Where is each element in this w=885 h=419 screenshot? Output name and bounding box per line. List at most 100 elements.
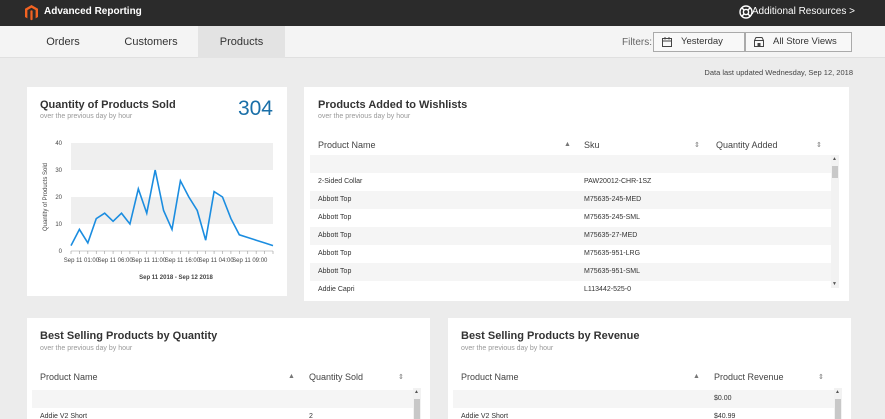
brand-title: Advanced Reporting: [44, 6, 142, 17]
product-name-cell: Abbott Top: [318, 268, 352, 275]
tab-orders[interactable]: Orders: [46, 36, 80, 48]
grid-band: [71, 197, 273, 224]
sku-cell: M75635-245-MED: [584, 196, 642, 203]
store-view-filter-label: All Store Views: [773, 36, 837, 47]
top-bar: Advanced Reporting Additional Resources …: [0, 0, 885, 26]
quantity-cell: 2: [309, 413, 313, 419]
best-qty-scrollbar[interactable]: ▲: [413, 388, 421, 419]
table-row[interactable]: [32, 390, 413, 408]
best-rev-title: Best Selling Products by Revenue: [461, 330, 640, 342]
product-name-cell: Addie V2 Short: [461, 413, 509, 419]
sort-both-icon[interactable]: ⇕: [694, 142, 700, 149]
date-filter-button[interactable]: Yesterday: [653, 32, 745, 52]
additional-resources-link[interactable]: Additional Resources >: [751, 6, 855, 17]
scroll-up-icon[interactable]: ▲: [832, 156, 837, 162]
x-tick-label: Sep 11 16:00: [165, 258, 201, 264]
scrollbar-thumb[interactable]: [414, 399, 420, 419]
report-tab-bar: Orders Customers Products Filters: Yeste…: [0, 26, 885, 58]
sku-cell: M75635-245-SML: [584, 214, 641, 221]
scrollbar-thumb[interactable]: [835, 399, 841, 419]
y-tick-label: 0: [59, 249, 63, 255]
product-name-cell: Addie V2 Short: [40, 413, 88, 419]
sku-cell: M75635-27-MED: [584, 232, 638, 239]
scroll-up-icon[interactable]: ▲: [835, 389, 840, 395]
sort-asc-icon[interactable]: ▲: [288, 373, 295, 380]
magento-logo-icon: [25, 5, 38, 21]
table-row[interactable]: Abbott Top M75635-951-SML: [310, 263, 831, 281]
table-row[interactable]: Addie V2 Short $40.99: [453, 408, 834, 419]
store-view-filter-button[interactable]: All Store Views: [745, 32, 852, 52]
sku-cell: L113442-525-0: [584, 286, 631, 293]
sku-cell: PAW20012-CHR-1SZ: [584, 178, 652, 185]
sort-both-icon[interactable]: ⇕: [818, 374, 824, 381]
tab-customers[interactable]: Customers: [124, 36, 178, 48]
sort-both-icon[interactable]: ⇕: [398, 374, 404, 381]
table-row[interactable]: Addie V2 Short 2: [32, 408, 413, 419]
revenue-cell: $40.99: [714, 413, 736, 419]
wishlist-card: Products Added to Wishlists over the pre…: [304, 87, 849, 301]
x-tick-label: Sep 11 01:00: [64, 258, 100, 264]
column-header-sku[interactable]: Sku: [584, 140, 600, 150]
quantity-sold-chart: 0 10 20 30 40 Quantity of Products Sold Sep 11…: [43, 141, 274, 281]
grid-band: [71, 143, 273, 170]
sku-cell: M75635-951-SML: [584, 268, 641, 275]
y-tick-label: 20: [55, 195, 62, 201]
column-header-product-name[interactable]: Product Name: [318, 140, 376, 150]
sort-both-icon[interactable]: ⇕: [816, 142, 822, 149]
best-rev-scrollbar[interactable]: ▲: [834, 388, 842, 419]
x-tick-label: Sep 11 09:00: [232, 258, 268, 264]
column-header-product-name[interactable]: Product Name: [40, 372, 98, 382]
column-header-product-name[interactable]: Product Name: [461, 372, 519, 382]
product-name-cell: Abbott Top: [318, 196, 352, 203]
date-filter-label: Yesterday: [681, 36, 723, 47]
filters-label: Filters:: [622, 37, 652, 48]
table-row[interactable]: Abbott Top M75635-245-MED: [310, 191, 831, 209]
column-header-product-revenue[interactable]: Product Revenue: [714, 372, 784, 382]
table-row[interactable]: Abbott Top M75635-27-MED: [310, 227, 831, 245]
best-selling-quantity-card: Best Selling Products by Quantity over t…: [27, 318, 430, 419]
wishlist-title: Products Added to Wishlists: [318, 99, 468, 111]
y-tick-label: 10: [55, 222, 62, 228]
quantity-sold-card: Quantity of Products Sold over the previ…: [27, 87, 287, 296]
y-tick-label: 40: [55, 141, 62, 147]
tab-products[interactable]: Products: [198, 26, 285, 58]
store-icon: [754, 37, 764, 47]
column-header-quantity-sold[interactable]: Quantity Sold: [309, 372, 364, 382]
table-row[interactable]: $0.00: [453, 390, 834, 408]
table-row[interactable]: Abbott Top M75635-951-LRG: [310, 245, 831, 263]
table-row[interactable]: [310, 155, 831, 173]
best-qty-subtitle: over the previous day by hour: [40, 345, 133, 352]
quantity-sold-subtitle: over the previous day by hour: [40, 113, 133, 120]
sku-cell: M75635-951-LRG: [584, 250, 641, 257]
y-axis-label: Quantity of Products Sold: [43, 163, 49, 231]
column-header-quantity-added[interactable]: Quantity Added: [716, 140, 778, 150]
scroll-up-icon[interactable]: ▲: [414, 389, 419, 395]
sort-asc-icon[interactable]: ▲: [693, 373, 700, 380]
product-name-cell: Abbott Top: [318, 232, 352, 239]
chart-date-range: Sep 11 2018 - Sep 12 2018: [139, 275, 213, 281]
lifebuoy-icon[interactable]: [739, 5, 753, 19]
sort-asc-icon[interactable]: ▲: [564, 141, 571, 148]
scrollbar-thumb[interactable]: [832, 166, 838, 178]
calendar-icon: [662, 37, 672, 47]
product-name-cell: Abbott Top: [318, 214, 352, 221]
best-qty-title: Best Selling Products by Quantity: [40, 330, 218, 342]
table-row[interactable]: Abbott Top M75635-245-SML: [310, 209, 831, 227]
x-tick-label: Sep 11 04:00: [198, 258, 234, 264]
table-row[interactable]: 2-Sided Collar PAW20012-CHR-1SZ: [310, 173, 831, 191]
quantity-sold-title: Quantity of Products Sold: [40, 99, 176, 111]
quantity-sold-total: 304: [237, 97, 273, 120]
best-rev-subtitle: over the previous day by hour: [461, 345, 554, 352]
y-tick-label: 30: [55, 168, 62, 174]
scroll-down-icon[interactable]: ▼: [832, 281, 837, 287]
wishlist-subtitle: over the previous day by hour: [318, 113, 411, 120]
best-selling-revenue-card: Best Selling Products by Revenue over th…: [448, 318, 851, 419]
x-tick-label: Sep 11 06:00: [97, 258, 133, 264]
product-name-cell: Addie Capri: [318, 286, 355, 293]
quantity-series-line: [70, 169, 274, 247]
product-name-cell: Abbott Top: [318, 250, 352, 257]
table-row[interactable]: Addie Capri L113442-525-0: [310, 281, 831, 299]
data-last-updated: Data last updated Wednesday, Sep 12, 201…: [704, 68, 853, 77]
product-name-cell: 2-Sided Collar: [318, 178, 363, 185]
wishlist-scrollbar[interactable]: ▲ ▼: [831, 155, 839, 288]
